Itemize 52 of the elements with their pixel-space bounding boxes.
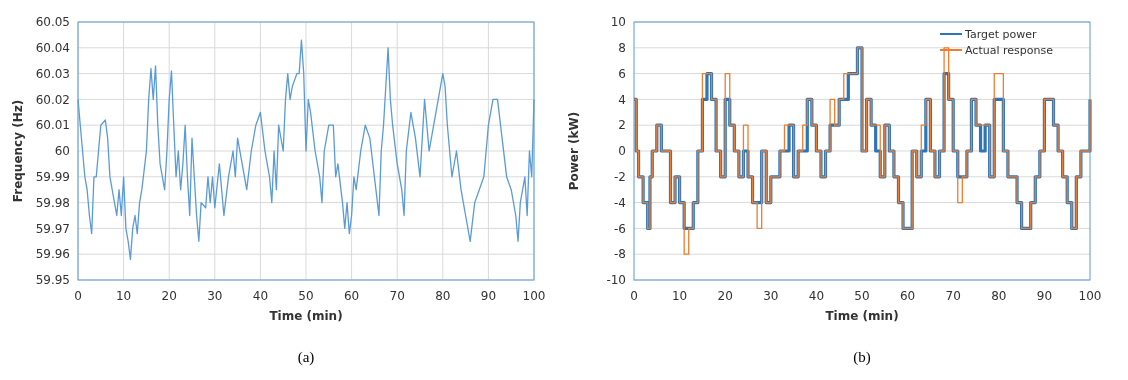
- y-tick-label: 60: [54, 144, 70, 159]
- x-tick-label: 0: [74, 289, 82, 303]
- y-tick-label: -4: [614, 195, 626, 210]
- legend-label: Target power: [964, 27, 1037, 41]
- y-tick-label: -2: [614, 170, 626, 184]
- x-tick-label: 30: [763, 289, 779, 303]
- x-tick-label: 70: [389, 289, 405, 303]
- text: (a): [297, 349, 315, 366]
- text: (b): [853, 349, 871, 366]
- x-tick-label: 40: [252, 289, 269, 303]
- legend-label: Actual response: [965, 43, 1054, 57]
- x-tick-label: 20: [717, 289, 733, 303]
- x-tick-label: 40: [808, 289, 825, 303]
- x-axis-title: Time (min): [269, 309, 343, 323]
- y-tick-label: 59.96: [35, 247, 70, 262]
- x-tick-label: 50: [854, 289, 870, 303]
- x-tick-label: 100: [1078, 289, 1102, 303]
- x-tick-label: 70: [945, 289, 961, 303]
- y-tick-label: 60.01: [35, 118, 70, 133]
- y-tick-label: -10: [606, 273, 626, 288]
- y-tick-label: 59.97: [35, 221, 70, 236]
- y-tick-label: 60.02: [35, 92, 70, 107]
- x-tick-label: 30: [207, 289, 223, 303]
- y-tick-label: -8: [614, 247, 626, 262]
- y-tick-label: 0: [618, 144, 626, 159]
- y-axis-title: Frequency (Hz): [11, 99, 25, 203]
- y-tick-label: 6: [618, 66, 626, 81]
- x-axis-title: Time (min): [825, 309, 899, 323]
- y-tick-label: 59.95: [35, 273, 70, 288]
- y-tick-label: -6: [614, 221, 626, 236]
- y-tick-label: 10: [610, 15, 626, 30]
- y-tick-label: 60.04: [35, 41, 70, 55]
- y-tick-label: 8: [618, 41, 626, 55]
- x-tick-label: 60: [343, 289, 360, 303]
- x-tick-label: 10: [671, 289, 688, 303]
- y-tick-label: 59.99: [35, 170, 70, 184]
- x-tick-label: 90: [1036, 289, 1053, 303]
- x-tick-label: 90: [480, 289, 497, 303]
- y-tick-label: 60.05: [35, 15, 70, 30]
- x-tick-label: 10: [115, 289, 132, 303]
- x-tick-label: 50: [298, 289, 314, 303]
- y-tick-label: 4: [618, 92, 626, 107]
- y-tick-label: 60.03: [35, 66, 70, 81]
- y-tick-label: 59.98: [35, 195, 70, 210]
- x-tick-label: 100: [522, 289, 546, 303]
- y-tick-label: 2: [618, 118, 626, 133]
- y-axis-title: Power (kW): [567, 111, 581, 191]
- x-tick-label: 80: [435, 289, 451, 303]
- x-tick-label: 0: [630, 289, 638, 303]
- x-tick-label: 80: [991, 289, 1007, 303]
- x-tick-label: 60: [899, 289, 916, 303]
- x-tick-label: 20: [161, 289, 177, 303]
